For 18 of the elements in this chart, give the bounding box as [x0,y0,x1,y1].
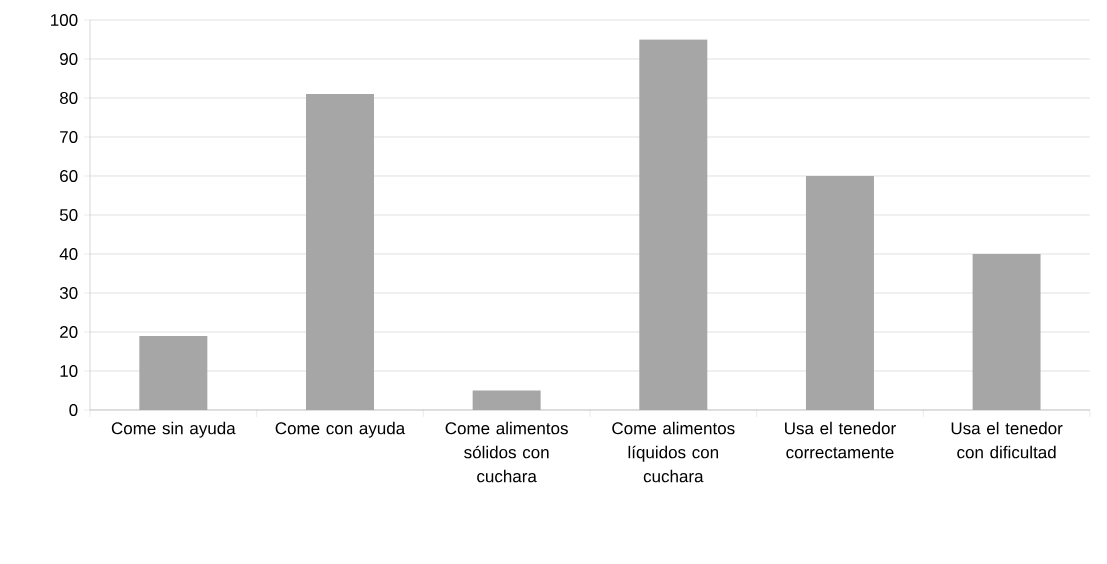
y-tick-label: 50 [59,208,78,222]
x-tick-label: Usa el tenedor correctamente [785,421,896,459]
y-tick-label: 40 [59,247,78,261]
y-tick-label: 70 [60,130,78,144]
x-tick-label: Come alimentos sólidos con cuchara [445,421,568,483]
y-tick-label: 80 [59,91,78,105]
x-tick-label: Usa el tenedor con dificultad [951,421,1063,459]
y-tick-label: 10 [60,364,78,378]
y-tick-label: 0 [69,403,78,417]
y-tick-label: 20 [60,325,78,339]
y-tick-label: 100 [51,13,78,27]
y-tick-label: 60 [60,169,78,183]
y-tick-label: 90 [60,52,78,66]
x-tick-label: Come sin ayuda [111,421,236,438]
bar [472,390,541,410]
x-tick-label: Come con ayuda [275,421,406,438]
y-tick-label: 30 [59,286,78,300]
x-tick-label: Come alimentos líquidos con cuchara [612,421,735,483]
